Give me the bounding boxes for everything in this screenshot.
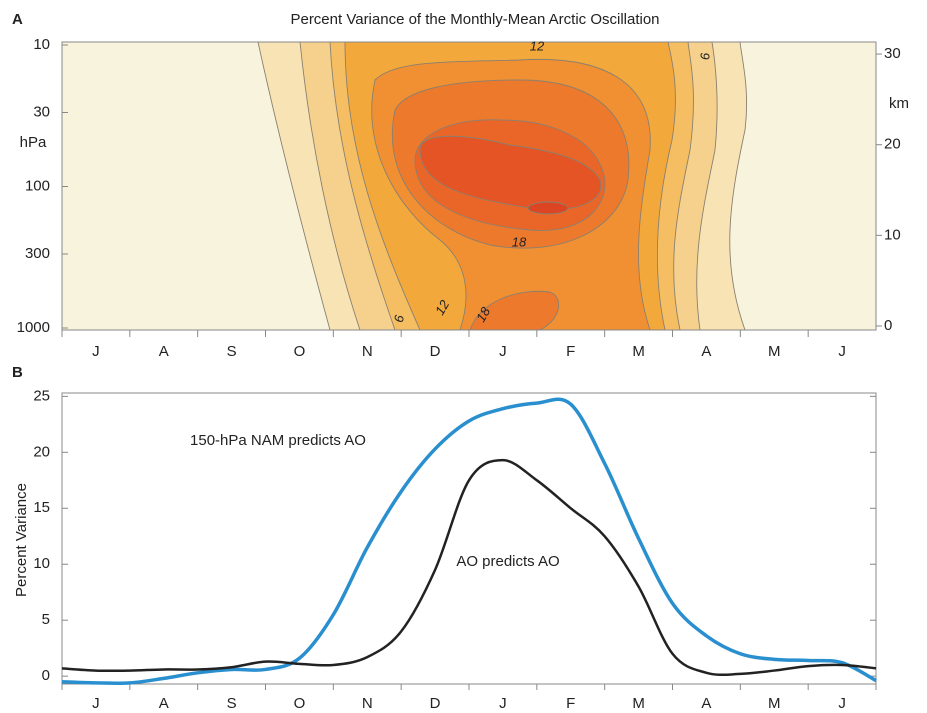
y-tick-label: 0 bbox=[42, 667, 50, 684]
x-tick-label: D bbox=[430, 343, 441, 360]
y-tick-label: 25 bbox=[33, 387, 50, 404]
y-tick-label: 300 bbox=[25, 245, 50, 262]
series-label: AO predicts AO bbox=[456, 553, 559, 570]
chart-title: Percent Variance of the Monthly-Mean Arc… bbox=[290, 11, 659, 28]
x-tick-label: A bbox=[701, 695, 711, 712]
series-line bbox=[61, 397, 877, 686]
x-tick-label: D bbox=[430, 695, 441, 712]
y2-axis-label: km bbox=[889, 95, 909, 112]
y2-tick-label: 0 bbox=[884, 317, 892, 334]
plot-frame bbox=[61, 392, 877, 685]
panel-label: B bbox=[12, 364, 23, 381]
y-tick-label: 10 bbox=[33, 555, 50, 572]
x-tick-label: F bbox=[566, 343, 575, 360]
contour-label: 9 bbox=[698, 52, 713, 59]
y2-tick-label: 30 bbox=[884, 45, 901, 62]
x-tick-label: M bbox=[768, 695, 781, 712]
y-tick-label: 5 bbox=[42, 611, 50, 628]
x-tick-label: J bbox=[92, 695, 100, 712]
x-tick-label: N bbox=[362, 695, 373, 712]
panel-label: A bbox=[12, 11, 23, 28]
contour-field bbox=[62, 42, 876, 330]
y-axis-label: Percent Variance bbox=[13, 483, 30, 597]
x-tick-label: A bbox=[701, 343, 711, 360]
y-tick-label: 20 bbox=[33, 443, 50, 460]
x-tick-label: F bbox=[566, 695, 575, 712]
x-tick-label: O bbox=[294, 343, 306, 360]
contour-label: 12 bbox=[530, 38, 545, 53]
contour-label: 18 bbox=[512, 234, 527, 249]
x-tick-label: M bbox=[632, 695, 645, 712]
x-tick-label: S bbox=[227, 695, 237, 712]
series-label: 150-hPa NAM predicts AO bbox=[190, 432, 366, 449]
y-tick-label: 1000 bbox=[17, 319, 50, 336]
x-tick-label: A bbox=[159, 343, 169, 360]
y-tick-label: 100 bbox=[25, 177, 50, 194]
x-tick-label: S bbox=[227, 343, 237, 360]
x-tick-label: J bbox=[838, 343, 846, 360]
x-tick-label: J bbox=[92, 343, 100, 360]
x-tick-label: N bbox=[362, 343, 373, 360]
x-tick-label: M bbox=[768, 343, 781, 360]
x-tick-label: J bbox=[838, 695, 846, 712]
x-tick-label: J bbox=[499, 695, 507, 712]
series-line bbox=[61, 458, 877, 677]
y2-tick-label: 20 bbox=[884, 136, 901, 153]
y-tick-label: 15 bbox=[33, 499, 50, 516]
x-tick-label: O bbox=[294, 695, 306, 712]
x-tick-label: J bbox=[499, 343, 507, 360]
x-tick-label: M bbox=[632, 343, 645, 360]
x-tick-label: A bbox=[159, 695, 169, 712]
y-axis-label: hPa bbox=[20, 134, 47, 151]
contour-label: 6 bbox=[391, 313, 407, 323]
y2-tick-label: 10 bbox=[884, 226, 901, 243]
y-tick-label: 10 bbox=[33, 36, 50, 53]
y-tick-label: 30 bbox=[33, 103, 50, 120]
